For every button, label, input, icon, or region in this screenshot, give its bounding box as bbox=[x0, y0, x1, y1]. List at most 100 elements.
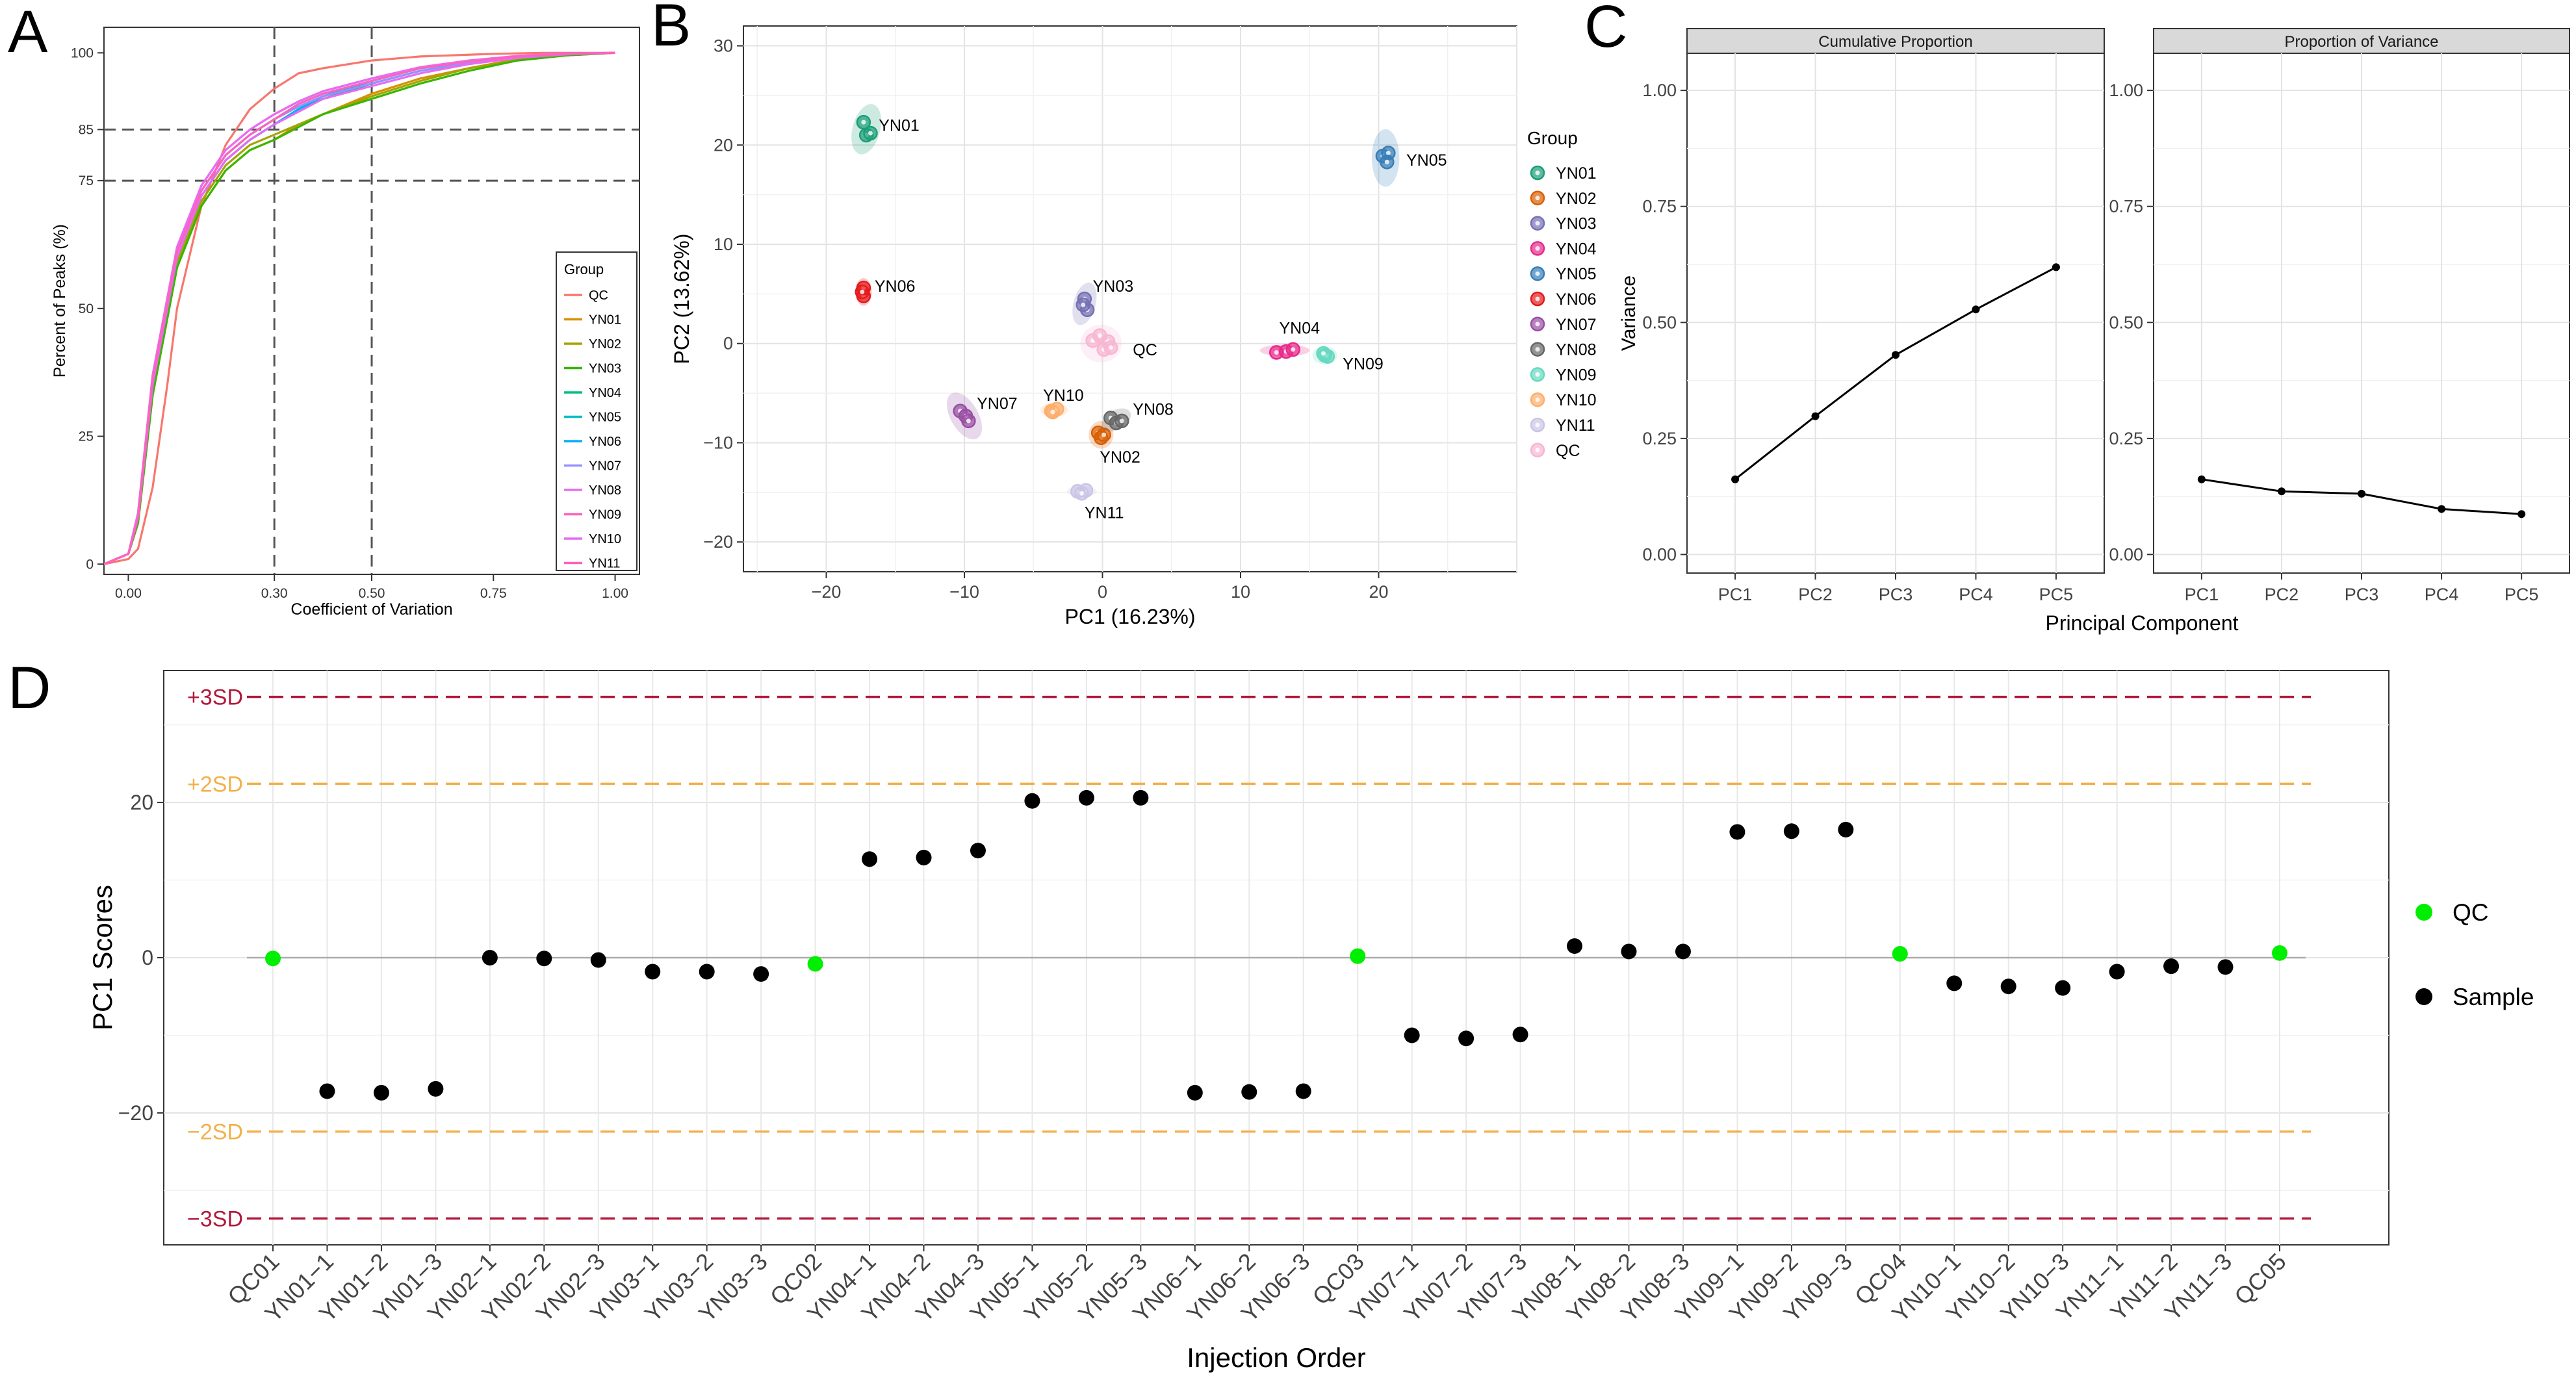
panel-d-legend-key-qc bbox=[2415, 904, 2432, 921]
panel-b-point-center bbox=[1101, 432, 1107, 437]
panel-a-y-tick-label: 100 bbox=[71, 45, 94, 60]
panel-a-x-tick-label: 1.00 bbox=[602, 586, 628, 601]
panel-a-x-tick-label: 0.75 bbox=[480, 586, 507, 601]
panel-d-point-qc bbox=[265, 951, 281, 967]
panel-d-y-tick-label: 0 bbox=[142, 946, 153, 969]
panel-b-legend-label: YN04 bbox=[1556, 240, 1597, 258]
panel-c-cumulative-y-tick-label: 0.50 bbox=[1642, 313, 1677, 332]
panel-d-x-tick-label: QC05 bbox=[2229, 1248, 2291, 1310]
panel-b-point-center bbox=[1384, 159, 1389, 164]
panel-b-label-yn05: YN05 bbox=[1406, 151, 1447, 170]
panel-d-point-sample bbox=[916, 849, 932, 865]
panel-b-legend-key-center bbox=[1535, 322, 1540, 327]
panel-b-x-tick-label: −20 bbox=[812, 582, 842, 602]
panel-c-proportion-x-tick-label: PC5 bbox=[2505, 585, 2539, 604]
panel-c-proportion-y-tick-label: 0.50 bbox=[2109, 313, 2143, 332]
panel-b-legend-label: YN01 bbox=[1556, 164, 1597, 183]
panel-a-legend-label: QC bbox=[589, 288, 608, 303]
panel-a-legend-label: YN03 bbox=[589, 362, 621, 376]
panel-d-y-tick-label: 20 bbox=[130, 791, 153, 814]
panel-c-proportion-strip-title: Proportion of Variance bbox=[2284, 33, 2438, 51]
panel-b-y-tick-label: 20 bbox=[714, 135, 733, 155]
panel-b-legend-label: YN07 bbox=[1556, 316, 1597, 334]
panel-d-legend-label: QC bbox=[2453, 899, 2489, 926]
panel-c-proportion-point bbox=[2277, 487, 2286, 496]
panel-b-legend-label: YN02 bbox=[1556, 190, 1597, 208]
panel-a-y-tick-label: 0 bbox=[86, 557, 94, 572]
panel-c-cumulative-x-tick-label: PC5 bbox=[2039, 585, 2074, 604]
panel-c-proportion-x-tick-label: PC1 bbox=[2185, 585, 2219, 604]
panel-a-x-axis-title: Coefficient of Variation bbox=[290, 600, 452, 619]
panel-b-legend-key-center bbox=[1535, 170, 1540, 175]
panel-d-point-sample bbox=[2217, 959, 2234, 975]
panel-b-plot-area bbox=[743, 25, 1517, 572]
panel-a-x-tick-label: 0.00 bbox=[115, 586, 142, 601]
panel-a-legend-label: YN04 bbox=[589, 386, 621, 400]
panel-c-cumulative-point bbox=[2052, 263, 2060, 272]
panel-b-label-yn11: YN11 bbox=[1085, 504, 1124, 522]
panel-d-point-sample bbox=[1567, 938, 1583, 954]
panel-b-legend-key-center bbox=[1535, 347, 1540, 352]
panel-b-x-axis-title: PC1 (16.23%) bbox=[1065, 605, 1196, 628]
panel-b-point-center bbox=[1274, 350, 1279, 355]
panel-c-cumulative-x-tick-label: PC2 bbox=[1798, 585, 1833, 604]
panel-a-series-yn11 bbox=[103, 51, 615, 565]
panel-b-point-center bbox=[861, 120, 866, 125]
panel-d-legend-key-sample bbox=[2415, 988, 2432, 1005]
panel-b-point-center bbox=[1385, 150, 1391, 155]
panel-b-label-yn10: YN10 bbox=[1043, 387, 1084, 405]
panel-d-point-sample bbox=[482, 950, 498, 965]
panel-b-point-center bbox=[966, 418, 971, 424]
panel-a-y-tick-label: 85 bbox=[79, 122, 94, 137]
panel-c-cumulative-y-tick-label: 0.25 bbox=[1642, 429, 1677, 448]
panel-d-y-axis-title: PC1 Scores bbox=[87, 885, 118, 1030]
panel-a-legend-label: YN06 bbox=[589, 435, 621, 449]
panel-d: +3SD+2SD−2SD−3SD−20020QC01YN01−1YN01−2YN… bbox=[87, 670, 2534, 1373]
panel-a-series-qc bbox=[103, 51, 615, 565]
panel-c-proportion-y-tick-label: 1.00 bbox=[2109, 81, 2143, 100]
panel-d-point-sample bbox=[1458, 1030, 1475, 1047]
panel-d-point-sample bbox=[2109, 964, 2125, 980]
panel-d-ref-label: −3SD bbox=[187, 1207, 243, 1231]
panel-a-y-axis-title: Percent of Peaks (%) bbox=[51, 224, 69, 377]
panel-a-x-tick-label: 0.50 bbox=[359, 586, 385, 601]
panel-d-point-qc bbox=[2272, 945, 2287, 961]
panel-b-point-center bbox=[860, 289, 865, 294]
panel-c-x-axis-title: Principal Component bbox=[2045, 611, 2238, 635]
panel-letter-A: A bbox=[8, 0, 48, 65]
panel-b-legend-key-center bbox=[1535, 271, 1540, 276]
panel-d-point-sample bbox=[699, 964, 715, 980]
panel-b-legend-label: YN08 bbox=[1556, 341, 1597, 359]
panel-d-point-sample bbox=[1078, 789, 1094, 806]
panel-a-legend-label: YN11 bbox=[589, 557, 621, 571]
panel-letter-D: D bbox=[8, 655, 51, 721]
panel-d-point-sample bbox=[753, 966, 769, 982]
panel-b-legend-key-center bbox=[1535, 196, 1540, 201]
panel-b-label-yn02: YN02 bbox=[1100, 448, 1140, 466]
panel-c-cumulative-x-tick-label: PC1 bbox=[1718, 585, 1753, 604]
panel-c-proportion: Proportion of Variance PC1 PC2 PC3 PC4 PC5 0.0… bbox=[2045, 28, 2570, 635]
panel-b-legend-key-center bbox=[1535, 221, 1540, 226]
panel-b-y-tick-label: 0 bbox=[723, 334, 733, 353]
panel-b-y-tick-label: −20 bbox=[703, 532, 733, 552]
panel-c-proportion-point bbox=[2197, 475, 2206, 483]
panel-c-proportion-y-tick-label: 0.25 bbox=[2109, 429, 2143, 448]
panel-c-proportion-x-tick-label: PC3 bbox=[2345, 585, 2379, 604]
panel-d-point-sample bbox=[1621, 943, 1637, 960]
panel-d-point-sample bbox=[1133, 789, 1149, 806]
panel-b-point-center bbox=[1119, 418, 1124, 424]
panel-a-legend-label: YN08 bbox=[589, 483, 621, 498]
panel-b-legend-key-center bbox=[1535, 372, 1540, 377]
panel-d-ref-label: +3SD bbox=[187, 685, 243, 710]
panel-c-cumulative-point bbox=[1731, 475, 1740, 483]
panel-c-proportion-y-tick-label: 0.75 bbox=[2109, 197, 2143, 216]
panel-b-point-center bbox=[868, 131, 873, 136]
panel-d-point-sample bbox=[1946, 975, 1963, 991]
panel-b-legend-key-center bbox=[1535, 422, 1540, 428]
panel-b-point-center bbox=[1097, 333, 1102, 339]
panel-d-point-sample bbox=[1295, 1083, 1311, 1099]
panel-d-y-tick-label: −20 bbox=[118, 1101, 153, 1125]
panel-b-label-yn01: YN01 bbox=[879, 117, 920, 135]
